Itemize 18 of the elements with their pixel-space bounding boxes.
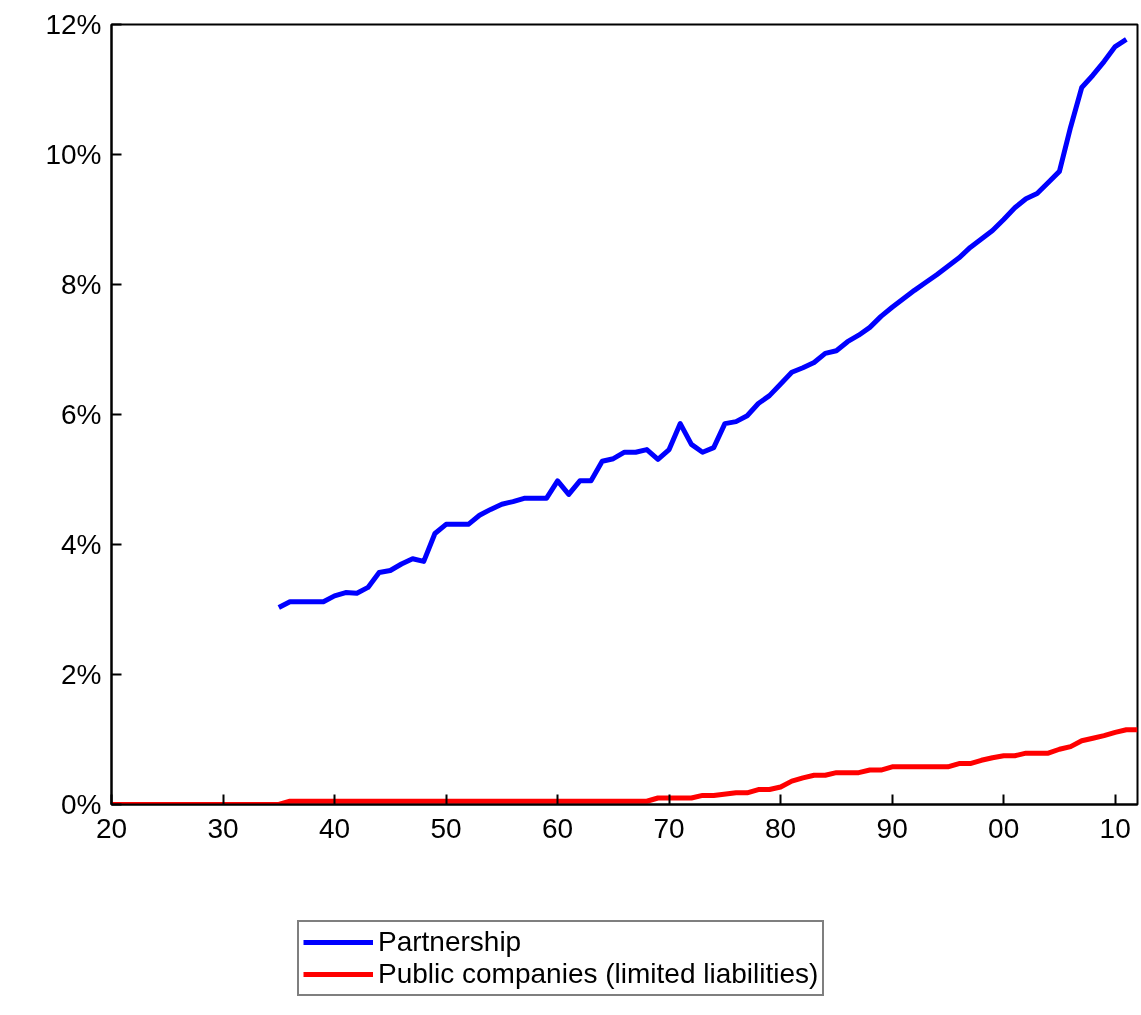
x-tick-label: 50 <box>430 812 462 844</box>
x-tick-label: 80 <box>765 812 797 844</box>
x-tick-label: 90 <box>876 812 908 844</box>
x-tick-label: 00 <box>988 812 1020 844</box>
x-tick-label: 70 <box>653 812 685 844</box>
y-tick-label: 0% <box>61 789 102 820</box>
y-tick-label: 4% <box>61 529 102 560</box>
y-tick-label: 10% <box>45 139 102 170</box>
y-tick-label: 6% <box>61 399 102 430</box>
x-tick-label: 40 <box>318 812 351 844</box>
x-tick-label: 60 <box>542 812 574 844</box>
legend-label: Public companies (limited liabilities) <box>378 958 819 990</box>
y-tick-label: 12% <box>45 9 102 40</box>
x-tick-label: 30 <box>207 812 239 844</box>
y-tick-label: 2% <box>61 659 102 690</box>
y-tick-label: 8% <box>61 269 102 300</box>
x-tick-label: 10 <box>1099 812 1131 844</box>
legend-label: Partnership <box>378 926 522 958</box>
